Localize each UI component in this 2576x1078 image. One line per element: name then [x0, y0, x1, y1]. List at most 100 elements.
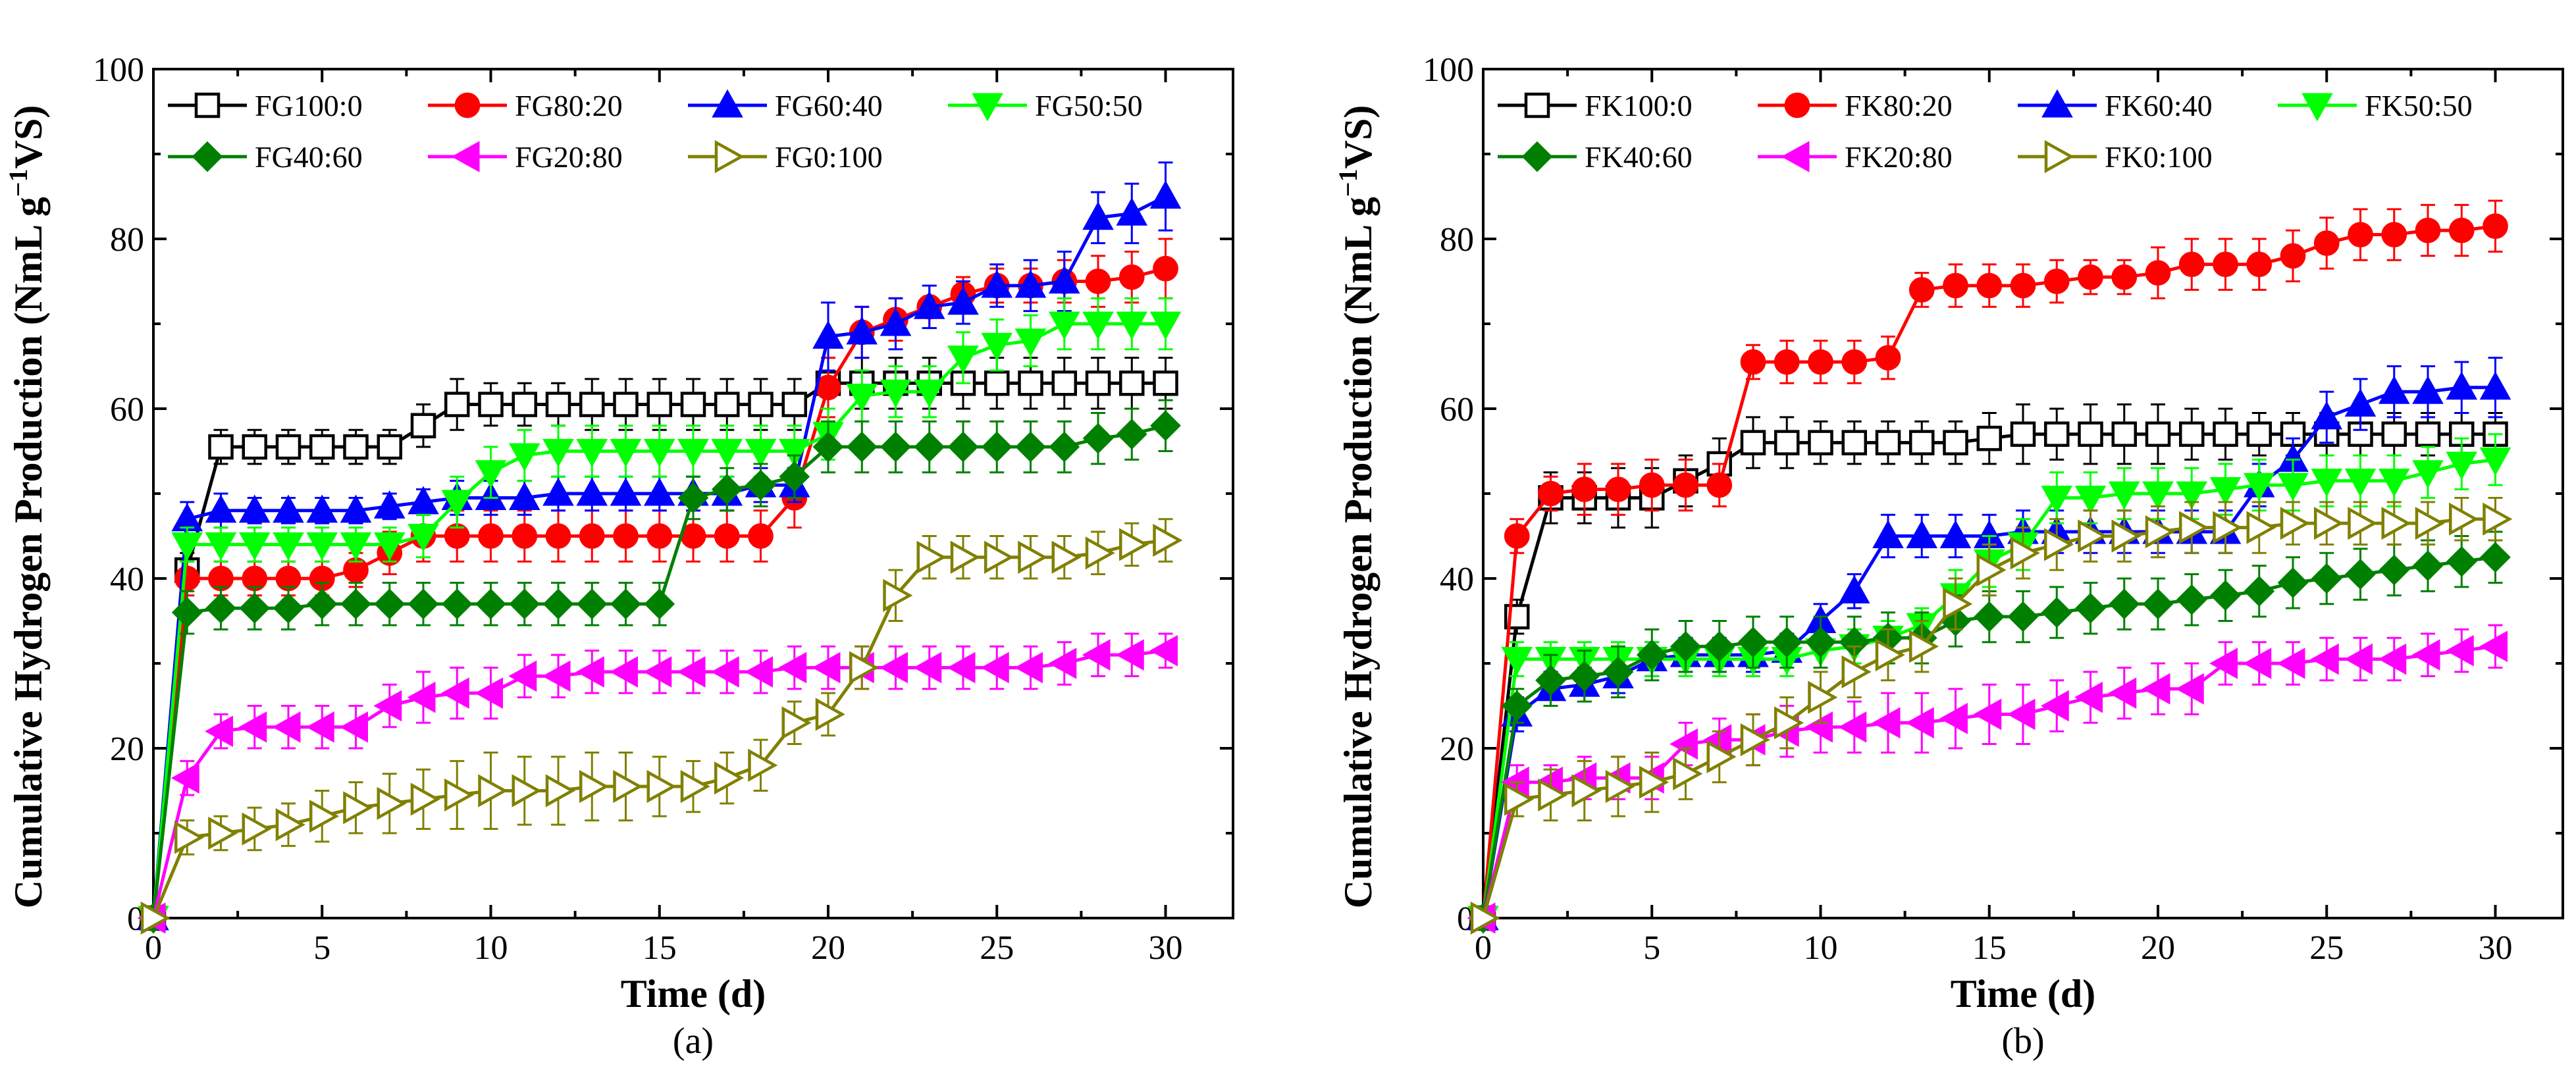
data-point-a-4-8	[407, 588, 439, 620]
legend-marker-b-6	[2044, 140, 2074, 174]
legend-marker-a-6	[714, 140, 745, 174]
data-point-a-2-29	[1116, 197, 1148, 226]
data-point-b-6-15	[1976, 553, 2007, 587]
data-point-b-3-18	[2074, 485, 2107, 514]
y-tick-label-a-60: 60	[110, 391, 144, 428]
series-a-4	[138, 399, 1181, 934]
data-point-a-5-29	[1115, 639, 1144, 671]
data-point-a-2-22	[880, 307, 912, 336]
data-point-a-6-19	[781, 706, 812, 740]
data-point-b-1-18	[2078, 264, 2103, 290]
data-point-a-1-15	[646, 523, 673, 549]
data-point-a-6-3	[242, 812, 272, 846]
data-point-a-6-20	[815, 698, 845, 731]
data-point-a-4-29	[1116, 419, 1147, 450]
data-point-b-0-17	[2044, 421, 2070, 447]
series-b-1	[1470, 199, 2508, 931]
data-point-a-5-14	[610, 656, 638, 688]
data-point-a-0-12	[545, 392, 571, 417]
legend-item-b-3: FK50:50	[2278, 89, 2473, 122]
data-point-b-3-20	[2142, 481, 2174, 510]
legend-marker-a-4	[192, 141, 223, 172]
data-point-b-4-20	[2142, 588, 2174, 620]
data-point-a-6-17	[714, 761, 745, 795]
legend-item-b-4: FK40:60	[1498, 140, 1693, 174]
y-axis-label-b-sup: −1	[1333, 168, 1363, 197]
series-layer-b	[1467, 199, 2513, 935]
y-tick-label-b-80: 80	[1440, 221, 1474, 259]
data-point-b-1-9	[1774, 349, 1800, 375]
legend-item-b-0: FK100:0	[1498, 89, 1693, 122]
data-point-b-5-11	[1838, 711, 1867, 743]
y-tick-label-a-80: 80	[110, 221, 144, 259]
y-axis-label-b-main: Cumulative Hydrogen Production (NmL g	[1336, 197, 1380, 908]
y-axis-label-a-sup: −1	[3, 168, 33, 197]
data-point-a-6-29	[1119, 528, 1149, 561]
data-point-b-3-1	[1501, 647, 1533, 675]
data-point-b-6-12	[1875, 638, 1905, 672]
data-point-b-1-2	[1538, 480, 1564, 507]
data-point-b-6-21	[2179, 511, 2209, 544]
data-point-b-1-14	[1943, 272, 1968, 299]
data-point-a-2-2	[205, 494, 237, 523]
data-point-b-0-20	[2145, 421, 2171, 447]
data-point-a-6-6	[343, 791, 373, 825]
data-point-a-1-13	[579, 523, 605, 549]
x-tick-label-a-15: 15	[643, 929, 677, 967]
data-point-a-3-5	[306, 532, 338, 561]
y-axis-label-a: Cumulative Hydrogen Production (NmL g−1V…	[3, 105, 51, 909]
data-point-a-6-14	[613, 769, 643, 804]
data-point-a-3-25	[981, 332, 1013, 361]
data-point-a-0-6	[343, 434, 369, 460]
data-point-b-6-20	[2145, 515, 2175, 549]
data-point-a-6-22	[883, 578, 913, 612]
data-point-a-5-24	[947, 652, 976, 684]
data-point-a-4-4	[273, 592, 304, 624]
legend-marker-a-3	[972, 93, 1003, 122]
data-point-b-2-25	[2311, 401, 2343, 430]
data-point-b-4-7	[1704, 630, 1735, 662]
y-tick-label-b-100: 100	[1423, 51, 1474, 89]
data-point-a-5-20	[812, 652, 841, 684]
data-point-a-5-3	[238, 711, 267, 743]
data-point-a-3-3	[238, 532, 271, 561]
data-point-a-6-5	[309, 800, 340, 833]
data-point-a-3-29	[1116, 311, 1148, 340]
data-point-a-5-26	[1014, 652, 1043, 684]
data-point-a-5-25	[980, 652, 1009, 684]
data-point-b-1-15	[1976, 272, 2003, 299]
data-point-a-2-6	[340, 494, 372, 523]
data-point-a-3-17	[711, 439, 743, 467]
data-point-a-2-12	[542, 477, 574, 506]
x-tick-label-a-10: 10	[474, 929, 508, 967]
data-point-b-1-4	[1605, 476, 1631, 502]
data-point-a-3-11	[508, 443, 540, 472]
data-point-b-6-30	[2483, 502, 2513, 536]
data-point-a-2-5	[306, 494, 338, 523]
data-point-a-5-10	[475, 677, 503, 709]
data-point-b-2-28	[2412, 375, 2444, 404]
data-point-b-4-23	[2244, 575, 2275, 607]
data-point-b-0-27	[2381, 421, 2407, 447]
data-point-a-3-18	[745, 439, 777, 467]
x-tick-label-b-10: 10	[1804, 929, 1838, 967]
data-point-b-0-21	[2179, 421, 2205, 447]
y-tick-label-b-60: 60	[1440, 391, 1474, 428]
series-b-4	[1467, 530, 2511, 934]
data-point-a-4-19	[779, 461, 810, 492]
data-point-b-4-28	[2412, 550, 2444, 582]
data-point-a-4-26	[1015, 431, 1046, 463]
data-point-a-4-12	[542, 588, 574, 620]
data-point-a-4-6	[340, 588, 371, 620]
data-point-a-3-14	[610, 439, 642, 467]
data-point-a-3-26	[1014, 328, 1047, 357]
data-point-b-2-27	[2378, 375, 2410, 404]
data-point-a-5-18	[745, 656, 773, 688]
data-point-a-5-2	[205, 715, 233, 747]
data-point-b-4-22	[2210, 580, 2241, 611]
data-point-a-6-26	[1018, 540, 1048, 574]
legend-item-a-5: FG20:80	[428, 140, 623, 174]
data-point-a-6-7	[377, 786, 407, 820]
